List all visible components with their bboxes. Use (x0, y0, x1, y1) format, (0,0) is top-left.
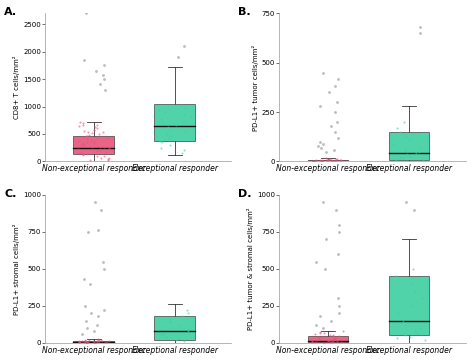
Bar (155, 316, 195, 340)
Y-axis label: PD-L1+ tumor & stromal cells/mm²: PD-L1+ tumor & stromal cells/mm² (247, 208, 255, 330)
Bar (389, 132, 429, 160)
Y-axis label: PD-L1+ tumor cells/mm²: PD-L1+ tumor cells/mm² (252, 44, 259, 131)
Text: B.: B. (238, 8, 251, 17)
Bar (155, 104, 195, 140)
Text: C.: C. (4, 189, 17, 199)
Y-axis label: CD8+ T cells/mm²: CD8+ T cells/mm² (13, 56, 20, 119)
Bar (73, 341, 114, 343)
Bar (73, 136, 114, 154)
Text: D.: D. (238, 189, 252, 199)
Bar (308, 336, 348, 342)
Y-axis label: PD-L1+ stromal cells/mm²: PD-L1+ stromal cells/mm² (13, 223, 20, 315)
Text: A.: A. (4, 8, 17, 17)
Bar (389, 276, 429, 335)
Bar (308, 160, 348, 162)
